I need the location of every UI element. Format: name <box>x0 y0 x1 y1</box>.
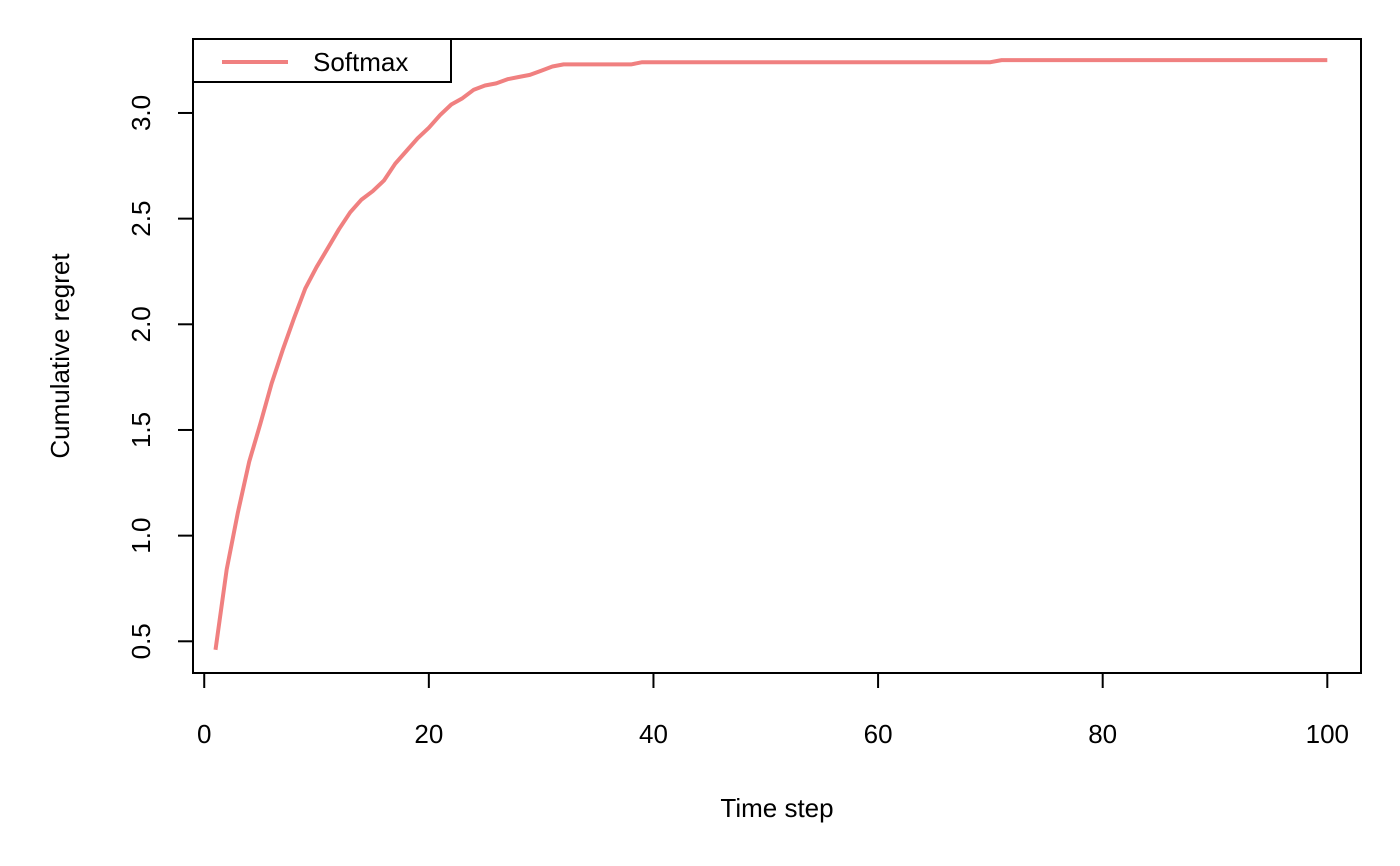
x-tick-label: 40 <box>639 719 668 749</box>
y-axis-title: Cumulative regret <box>45 253 75 459</box>
x-axis-title: Time step <box>720 793 833 823</box>
legend-label: Softmax <box>313 47 408 77</box>
y-tick-label: 0.5 <box>126 623 156 659</box>
x-tick-label: 60 <box>864 719 893 749</box>
x-tick-label: 80 <box>1088 719 1117 749</box>
plot-frame <box>192 38 1362 674</box>
series-line-softmax <box>213 58 1328 651</box>
legend: Softmax <box>192 38 452 83</box>
y-tick-label: 1.5 <box>126 412 156 448</box>
x-tick-label: 100 <box>1306 719 1349 749</box>
y-tick-label: 3.0 <box>126 95 156 131</box>
series-layer <box>213 58 1328 651</box>
axes: 0 20 40 60 80 100 0.5 1.0 1.5 2.0 2.5 3.0 <box>126 95 1349 749</box>
x-tick-label: 20 <box>414 719 443 749</box>
y-tick-label: 2.5 <box>126 201 156 237</box>
x-tick-label: 0 <box>197 719 211 749</box>
y-tick-label: 1.0 <box>126 518 156 554</box>
y-tick-label: 2.0 <box>126 306 156 342</box>
